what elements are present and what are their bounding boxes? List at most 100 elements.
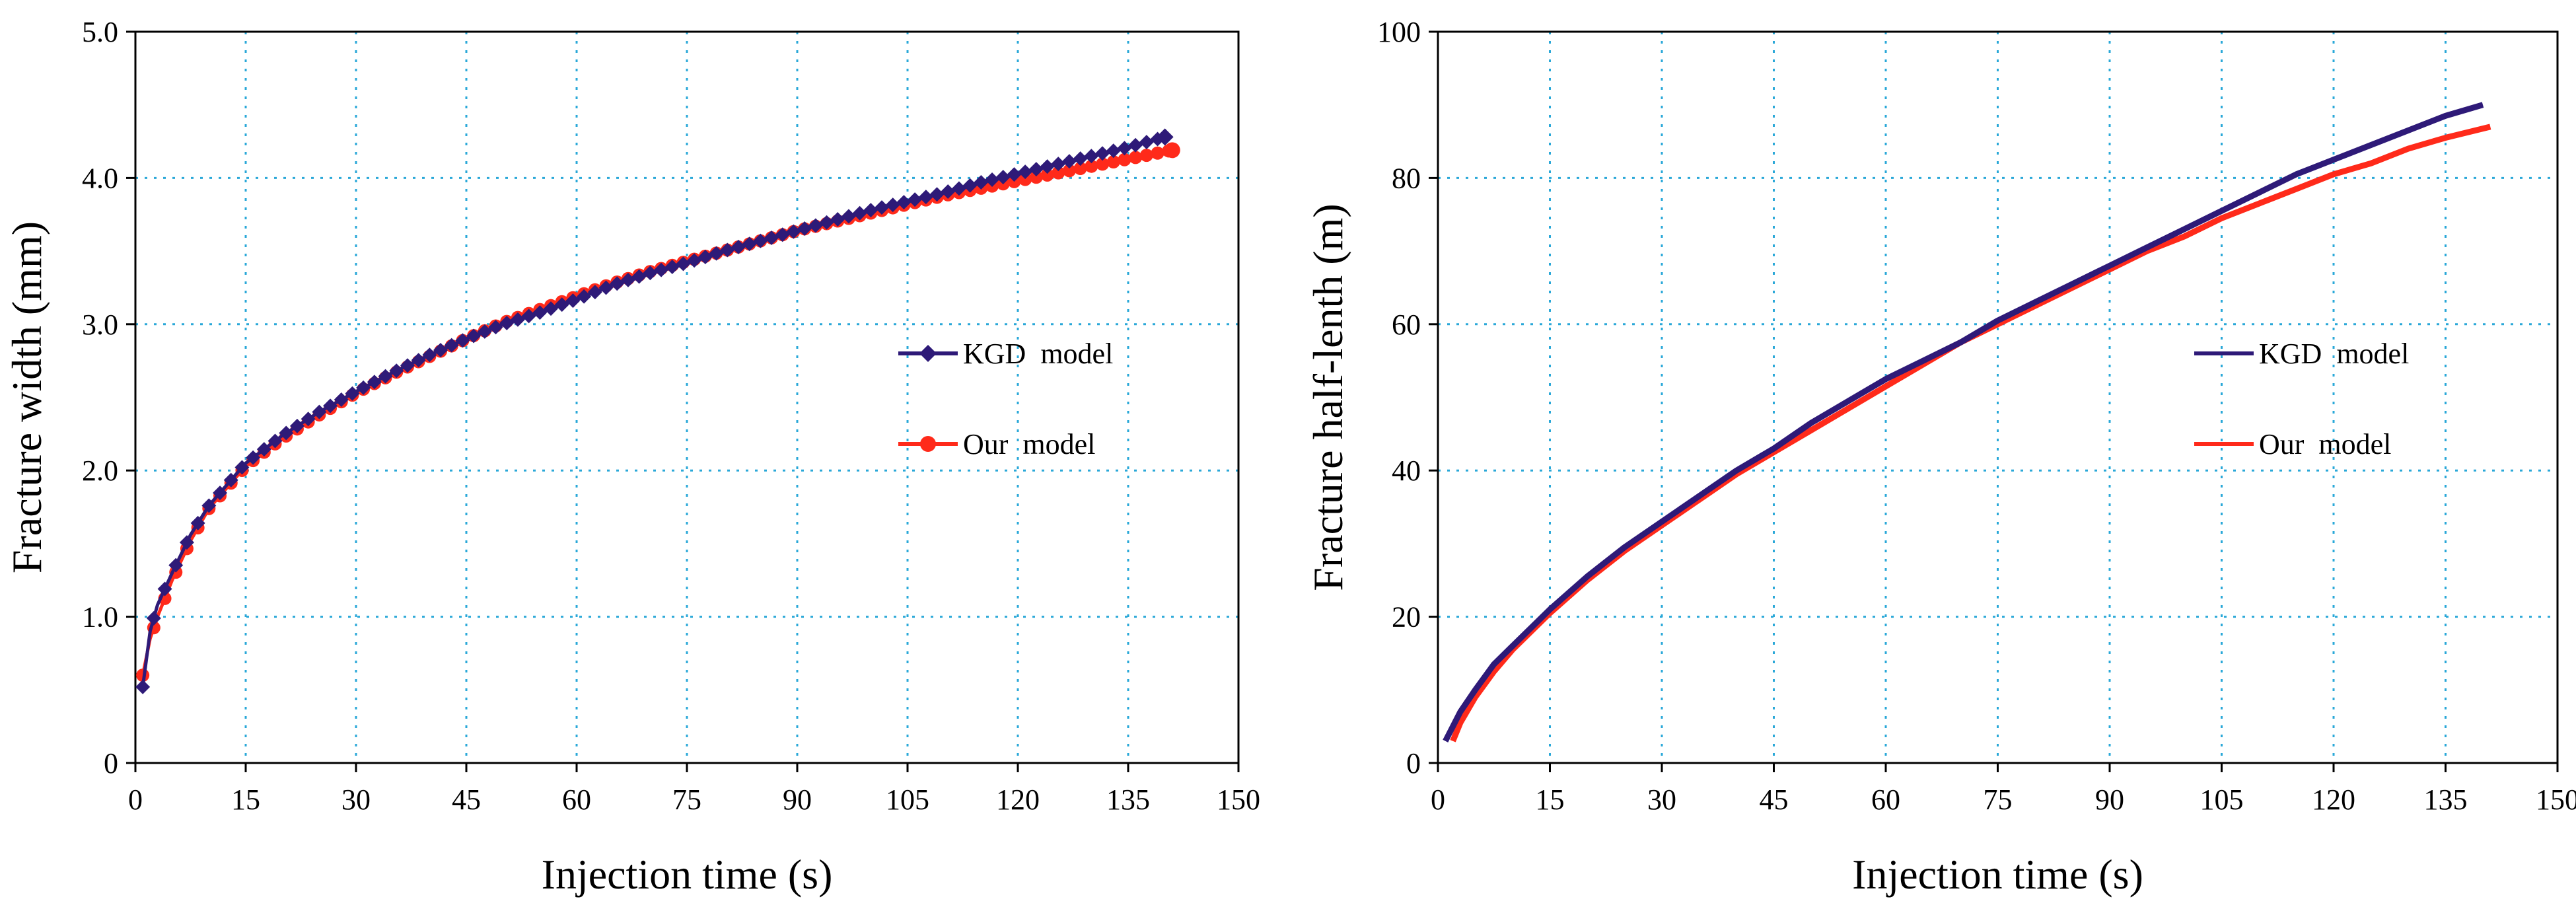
- chart1-kgd-point: [499, 316, 515, 331]
- chart1-ours-point: [1052, 166, 1065, 180]
- chart2-xtick-label: 150: [2536, 783, 2576, 816]
- chart1-legend-ours-marker: [920, 436, 936, 452]
- chart1-kgd-point: [918, 190, 933, 205]
- chart1-kgd-point: [510, 312, 525, 327]
- chart1-kgd-point: [345, 386, 360, 401]
- chart1-xtick-label: 0: [128, 783, 143, 816]
- chart1-kgd-point: [1156, 128, 1174, 146]
- chart1-kgd-point: [885, 198, 900, 213]
- chart1-kgd-point: [411, 353, 426, 368]
- chart1-legend-kgd-marker: [919, 345, 937, 362]
- chart1-xtick-label: 135: [1106, 783, 1150, 816]
- chart1-kgd-point: [631, 269, 647, 284]
- chart1-kgd-point: [929, 187, 945, 202]
- chart1-kgd-point: [323, 398, 338, 414]
- chart1-kgd-point: [400, 358, 415, 373]
- chart1-xtick-label: 60: [562, 783, 591, 816]
- chart2-kgd-line: [1443, 102, 2484, 743]
- chart1-kgd-point: [1117, 141, 1132, 156]
- chart1-kgd-point: [819, 215, 834, 230]
- chart1-kgd-point: [830, 212, 845, 227]
- chart1-kgd-point: [135, 679, 151, 694]
- chart1-kgd-point: [422, 347, 437, 363]
- chart2-ytick-label: 80: [1392, 162, 1421, 194]
- chart1-kgd-point: [643, 266, 658, 281]
- chart1-kgd-point: [544, 301, 559, 316]
- chart1-kgd-point: [841, 209, 856, 224]
- chart1-kgd-point: [201, 498, 217, 513]
- chart1-kgd-point: [146, 610, 161, 626]
- chart1-kgd-point: [268, 433, 283, 449]
- chart1-kgd-point: [664, 260, 680, 275]
- chart1-ytick-label: 2.0: [82, 454, 118, 487]
- chart1-kgd-point: [753, 233, 768, 248]
- chart1-kgd-point: [1007, 167, 1022, 182]
- chart1-kgd-point: [654, 262, 669, 277]
- chart1-kgd-point: [1073, 151, 1088, 166]
- chart1-kgd-point: [190, 515, 205, 530]
- chart1-kgd-point: [444, 338, 459, 353]
- chart1-kgd-point: [863, 203, 878, 218]
- chart1-kgd-point: [598, 280, 614, 295]
- chart1-kgd-point: [334, 392, 349, 408]
- chart1-kgd-point: [577, 289, 592, 304]
- chart1-kgd-point: [775, 227, 790, 242]
- chart1-kgd-line: [141, 135, 1166, 688]
- chart1-kgd-point: [974, 175, 989, 190]
- chart1-kgd-point: [852, 205, 867, 221]
- chart1-ours-point: [1118, 153, 1131, 166]
- chart1-kgd-point: [985, 172, 1000, 188]
- chart1: 0 15 30 45 60 75 90 105 120 135 150 0 1.0 2.0 3.0 4.0 5.…: [3, 16, 1260, 898]
- chart1-kgd-point: [1128, 137, 1143, 153]
- chart1-kgd-point: [301, 412, 316, 427]
- chart2-ytick-label: 40: [1392, 454, 1421, 487]
- chart1-ytick-label: 5.0: [82, 16, 118, 48]
- chart1-kgd-point: [256, 442, 271, 457]
- chart1-kgd-point: [223, 472, 238, 488]
- chart1-ours-point: [1129, 151, 1143, 164]
- chart2-ytick-label: 60: [1392, 308, 1421, 341]
- chart1-kgd-point: [466, 328, 482, 344]
- chart1-kgd-point: [367, 375, 382, 390]
- chart1-kgd-point: [213, 486, 228, 501]
- chart2-xtick-label: 15: [1536, 783, 1565, 816]
- chart1-ours-point: [1019, 172, 1032, 186]
- chart1-ours-point: [1096, 157, 1110, 171]
- chart1-kgd-point: [378, 369, 393, 384]
- chart1-kgd-point: [720, 242, 735, 258]
- chart2-xtick-label: 0: [1431, 783, 1445, 816]
- chart2-ytick-label: 20: [1392, 601, 1421, 634]
- chart1-kgd-point: [312, 404, 327, 419]
- chart1-legend-kgd-label: KGD model: [963, 338, 1113, 370]
- chart1-xtick-label: 90: [783, 783, 812, 816]
- chart2-ylabel: Fracture half-lenth (m): [1305, 203, 1351, 591]
- chart1-kgd-point: [687, 253, 702, 268]
- chart1-legend-ours-label: Our model: [963, 428, 1095, 460]
- chart1-kgd-point: [1018, 164, 1033, 180]
- chart1-ours-point: [1106, 155, 1120, 169]
- chart1-ours-point: [1085, 159, 1098, 173]
- chart1-kgd-point: [168, 558, 184, 573]
- chart1-xtick-label: 105: [886, 783, 929, 816]
- chart1-kgd-point: [234, 460, 250, 475]
- chart2-xtick-label: 60: [1871, 783, 1900, 816]
- chart1-xtick-label: 30: [341, 783, 371, 816]
- chart1-ytick-label: 3.0: [82, 308, 118, 341]
- chart1-legend: KGD model Our model: [898, 338, 1113, 460]
- chart1-kgd-point: [1061, 154, 1077, 169]
- chart2-ytick-label: 100: [1377, 16, 1421, 48]
- chart2-xtick-label: 30: [1647, 783, 1676, 816]
- chart1-kgd-point: [356, 380, 371, 395]
- chart2-legend-kgd-label: KGD model: [2259, 338, 2409, 370]
- chart1-ytick-label: 1.0: [82, 601, 118, 634]
- chart1-kgd-point: [246, 450, 261, 465]
- chart1-kgd-point: [731, 239, 746, 254]
- chart1-ours-point: [1040, 168, 1054, 182]
- chart1-kgd-point: [742, 236, 757, 252]
- chart1-kgd-point: [1084, 149, 1099, 164]
- chart1-kgd-point: [488, 320, 503, 335]
- chart1-ytick-label: 0: [104, 747, 118, 780]
- chart1-kgd-point: [951, 181, 966, 196]
- chart1-kgd-point: [676, 256, 691, 272]
- chart1-xtick-label: 15: [231, 783, 260, 816]
